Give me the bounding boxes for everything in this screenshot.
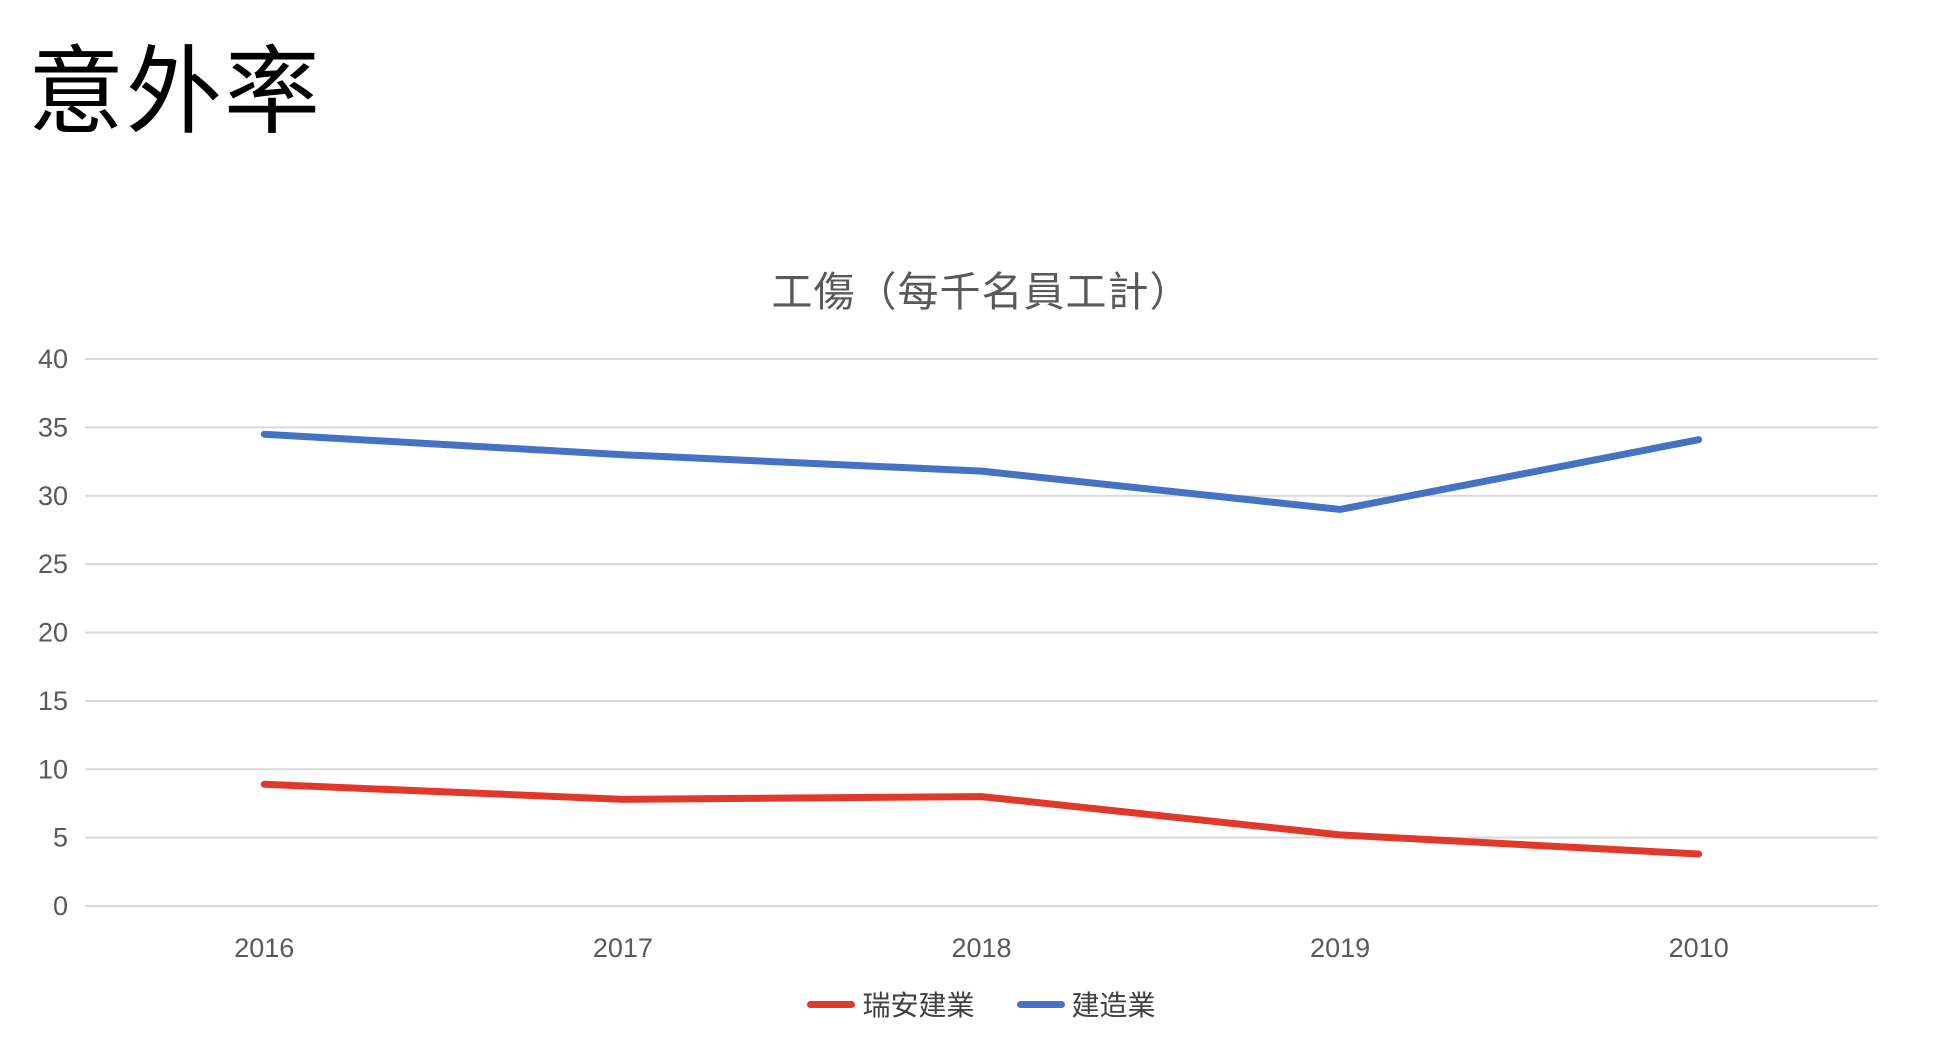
x-axis-tick-label: 2010 (1669, 933, 1729, 963)
x-axis-tick-label: 2017 (593, 933, 653, 963)
y-axis-tick-label: 15 (38, 686, 68, 716)
y-axis-tick-label: 10 (38, 754, 68, 784)
y-axis-tick-label: 25 (38, 549, 68, 579)
y-axis-tick-label: 30 (38, 481, 68, 511)
series-line-瑞安建業 (260, 780, 1703, 858)
y-axis-tick-label: 20 (38, 618, 68, 648)
x-axis-tick-label: 2018 (951, 933, 1011, 963)
legend-label: 瑞安建業 (862, 990, 975, 1021)
legend-label: 建造業 (1071, 990, 1156, 1021)
y-axis-tick-label: 40 (38, 344, 68, 374)
legend-item: 瑞安建業 (807, 984, 975, 1024)
y-axis-tick-label: 35 (38, 412, 68, 442)
chart-legend: 瑞安建業 建造業 (85, 984, 1878, 1024)
legend-item: 建造業 (1016, 984, 1156, 1024)
x-axis-tick-label: 2019 (1310, 933, 1370, 963)
y-axis-tick-label: 5 (53, 823, 68, 853)
y-axis-tick-label: 0 (53, 891, 68, 921)
x-axis-tick-label: 2016 (234, 933, 294, 963)
page-title: 意外率 (28, 39, 322, 146)
legend-line-swatch-icon (1016, 1000, 1065, 1008)
legend-line-swatch-icon (807, 1000, 856, 1008)
series-line-建造業 (260, 430, 1703, 513)
chart-title: 工傷（每千名員工計） (771, 269, 1192, 315)
